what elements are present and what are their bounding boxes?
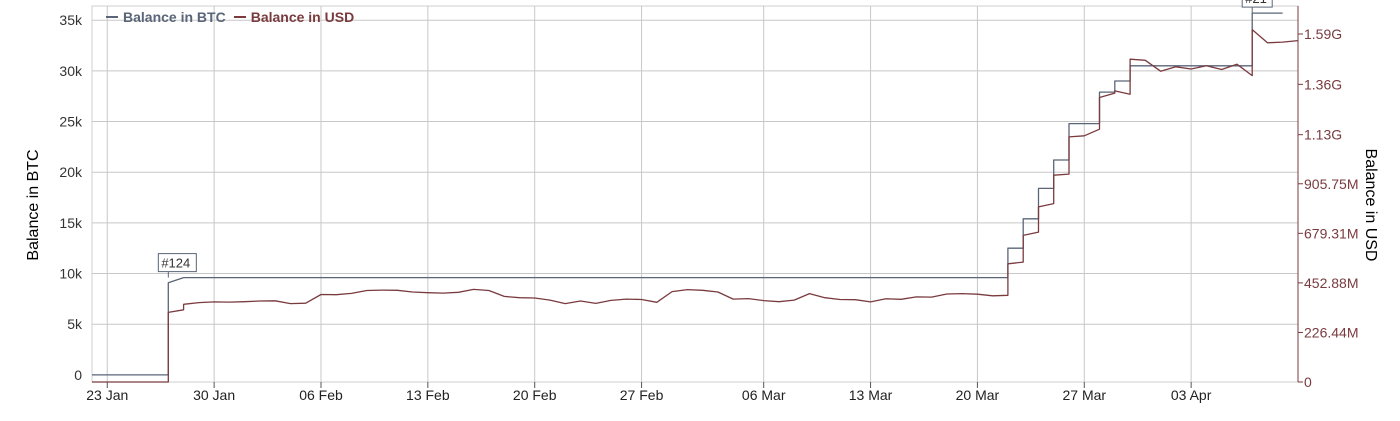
annotations: #124 #21 (157, 0, 1273, 278)
series-line-btc[interactable] (92, 12, 1283, 376)
plot-frame (91, 5, 1299, 383)
y-right-tick-label: 226.44M (1304, 324, 1358, 340)
y-right-tick-label: 452.88M (1304, 275, 1358, 291)
annotation-label: #21 (1245, 0, 1267, 6)
y-left-tick-label: 30k (59, 63, 83, 79)
y-right-tick-label: 679.31M (1304, 225, 1358, 241)
y-axis-right-title: Balance in USD (1362, 149, 1379, 262)
annotation-flag[interactable]: #21 (1241, 0, 1273, 14)
y-right-tick-label: 905.75M (1304, 176, 1358, 192)
series-line-usd[interactable] (92, 28, 1299, 383)
x-tick-label: 03 Apr (1171, 387, 1212, 403)
y-left-tick-label: 20k (59, 164, 83, 180)
y-left-tick-label: 10k (59, 266, 83, 282)
annotation-box (1241, 0, 1273, 8)
x-tick-label: 27 Feb (620, 387, 664, 403)
y-right-tick-label: 1.59G (1304, 26, 1342, 42)
x-tick-label: 23 Jan (86, 387, 128, 403)
annotation-box (157, 253, 197, 273)
y-right-tick-label: 1.13G (1304, 127, 1342, 143)
y-left-tick-label: 5k (67, 316, 83, 332)
x-tick-label: 13 Feb (406, 387, 450, 403)
legend-label-btc: Balance in BTC (123, 9, 226, 25)
legend-swatch-usd (233, 16, 246, 18)
x-tick-label: 20 Feb (513, 387, 557, 403)
legend-item-btc[interactable]: Balance in BTC (106, 9, 226, 25)
y-axis-left-title: Balance in BTC (25, 149, 42, 260)
y-right-tick-label: 1.36G (1304, 76, 1342, 92)
chart-legend[interactable]: Balance in BTC Balance in USD (106, 9, 354, 25)
y-left-tick-label: 0 (74, 367, 82, 383)
grid (91, 5, 1299, 383)
x-tick-label: 06 Feb (299, 387, 343, 403)
series-layer (92, 12, 1299, 383)
x-tick-label: 20 Mar (956, 387, 1000, 403)
y-left-tick-label: 25k (59, 114, 83, 130)
x-tick-label: 13 Mar (849, 387, 893, 403)
annotation-label: #124 (161, 256, 190, 271)
legend-label-usd: Balance in USD (250, 9, 355, 25)
y-left-tick-label: 35k (59, 12, 83, 28)
y-left-tick-label: 15k (59, 215, 83, 231)
x-tick-label: 06 Mar (742, 387, 786, 403)
x-tick-label: 27 Mar (1062, 387, 1106, 403)
legend-swatch-btc (106, 16, 118, 18)
axes: 23 Jan 30 Jan 06 Feb 13 Feb 20 Feb 27 Feb 06 M… (59, 6, 1358, 403)
annotation-flag[interactable]: #124 (157, 253, 197, 278)
y-right-tick-label: 0 (1304, 374, 1312, 390)
x-tick-label: 30 Jan (193, 387, 235, 403)
legend-item-usd[interactable]: Balance in USD (233, 9, 355, 25)
